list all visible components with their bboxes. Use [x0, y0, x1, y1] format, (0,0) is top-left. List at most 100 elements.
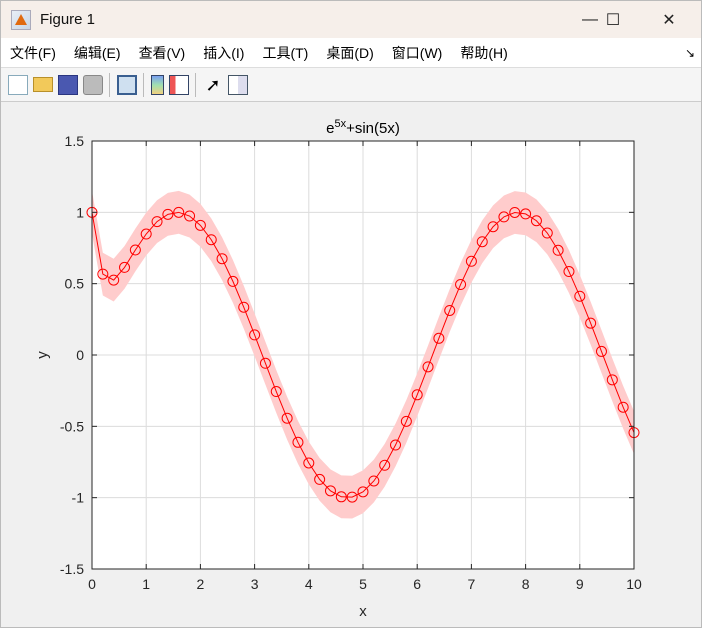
y-tick-label: -0.5 — [60, 418, 84, 434]
x-tick-label: 3 — [251, 576, 259, 592]
data-point — [422, 361, 434, 373]
data-point — [270, 386, 282, 398]
pointer-icon[interactable]: ➚ — [205, 74, 221, 95]
data-point — [574, 290, 586, 302]
legend-icon[interactable] — [169, 74, 189, 95]
x-tick-label: 4 — [305, 576, 313, 592]
data-point — [379, 459, 391, 471]
data-point — [259, 357, 271, 369]
menu-insert[interactable]: 插入(I) — [203, 44, 245, 61]
dock-arrow-icon[interactable]: ↘ — [684, 45, 695, 60]
x-tick-label: 0 — [88, 576, 96, 592]
y-tick-label: -1.5 — [60, 561, 84, 577]
data-point — [411, 389, 423, 401]
data-point — [140, 228, 152, 240]
open-folder-icon[interactable] — [33, 77, 53, 92]
data-point — [541, 227, 553, 239]
data-point — [487, 221, 499, 233]
data-point — [314, 473, 326, 485]
data-point — [400, 415, 412, 427]
x-tick-label: 5 — [359, 576, 367, 592]
x-tick-label: 10 — [626, 576, 642, 592]
data-point — [108, 274, 120, 286]
data-point — [97, 268, 109, 280]
data-point — [357, 486, 369, 498]
title-superscript: 5x — [334, 118, 346, 130]
y-tick-label: 1 — [76, 204, 84, 220]
menu-edit[interactable]: 编辑(E) — [73, 44, 121, 61]
new-file-icon[interactable] — [8, 74, 28, 95]
data-point — [346, 491, 358, 503]
data-point — [292, 436, 304, 448]
toolbar-separator — [195, 72, 196, 97]
property-inspector-icon[interactable] — [228, 74, 248, 95]
window-title: Figure 1 — [40, 11, 96, 28]
data-point — [498, 211, 510, 223]
menu-bar: 文件(F) 编辑(E) 查看(V) 插入(I) 工具(T) 桌面(D) 窗口(W… — [1, 38, 701, 68]
x-tick-label: 6 — [413, 576, 421, 592]
x-axis-label: x — [359, 603, 367, 620]
toolbar: ➚ — [1, 68, 701, 102]
toolbar-separator — [109, 72, 110, 97]
maximize-button[interactable]: ☐ — [605, 11, 621, 29]
data-point — [552, 244, 564, 256]
data-point — [184, 210, 196, 222]
data-point — [238, 301, 250, 313]
data-point — [530, 215, 542, 227]
minimize-button[interactable]: — — [582, 10, 598, 28]
data-point — [433, 332, 445, 344]
x-tick-label: 8 — [522, 576, 530, 592]
menu-view[interactable]: 查看(V) — [138, 44, 186, 61]
x-tick-label: 9 — [576, 576, 584, 592]
data-point — [335, 491, 347, 503]
data-point — [216, 253, 228, 265]
data-point — [205, 234, 217, 246]
close-button[interactable]: ✕ — [662, 11, 676, 29]
data-point — [129, 244, 141, 256]
y-tick-label: 1.5 — [65, 133, 85, 149]
data-point — [324, 485, 336, 497]
data-point — [606, 374, 618, 386]
menu-window[interactable]: 窗口(W) — [391, 44, 443, 61]
save-icon[interactable] — [58, 74, 78, 95]
data-point — [162, 208, 174, 220]
ticks: 0 1 2 3 4 5 6 7 8 9 10 -1.5 -1 -0.5 0 0.5 1 1.5 — [60, 133, 642, 592]
title-base: e — [326, 120, 334, 137]
data-point — [465, 255, 477, 267]
menu-desktop[interactable]: 桌面(D) — [326, 44, 374, 61]
y-tick-label: 0.5 — [65, 276, 85, 292]
colorbar-icon[interactable] — [151, 74, 164, 95]
menu-tools[interactable]: 工具(T) — [262, 44, 309, 61]
link-axes-icon[interactable] — [117, 74, 137, 95]
data-point — [249, 329, 261, 341]
data-point — [563, 266, 575, 278]
data-point — [227, 275, 239, 287]
menu-help[interactable]: 帮助(H) — [460, 44, 508, 61]
matlab-logo-icon — [11, 9, 31, 30]
data-point — [476, 236, 488, 248]
data-point — [509, 206, 521, 218]
title-rest: +sin(5x) — [346, 120, 400, 137]
data-point — [281, 412, 293, 424]
data-point — [368, 475, 380, 487]
x-tick-label: 1 — [142, 576, 150, 592]
confidence-band — [92, 190, 634, 519]
data-point — [455, 279, 467, 291]
menu-file[interactable]: 文件(F) — [10, 44, 56, 61]
toolbar-separator — [143, 72, 144, 97]
data-point — [595, 345, 607, 357]
data-point — [119, 261, 131, 273]
data-point — [390, 439, 402, 451]
print-icon[interactable] — [83, 74, 103, 95]
title-bar: Figure 1 — ☐ ✕ — [1, 1, 701, 38]
x-tick-label: 2 — [197, 576, 205, 592]
data-point — [585, 317, 597, 329]
data-point — [151, 216, 163, 228]
y-tick-label: -1 — [72, 490, 85, 506]
y-axis-label: y — [34, 351, 51, 359]
data-point — [303, 457, 315, 469]
data-point — [173, 206, 185, 218]
x-tick-label: 7 — [468, 576, 476, 592]
chart-title: e5x+sin(5x) — [326, 118, 400, 137]
